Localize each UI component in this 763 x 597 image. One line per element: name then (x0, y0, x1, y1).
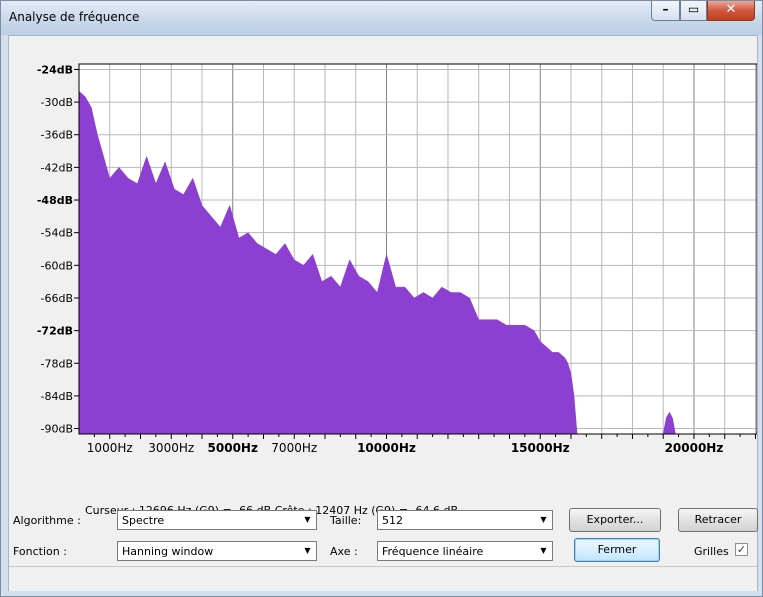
size-select[interactable]: 512 ▼ (377, 510, 553, 530)
window-title: Analyse de fréquence (9, 10, 140, 24)
chevron-down-icon: ▼ (304, 546, 311, 555)
x-tick-label: 7000Hz (271, 441, 317, 455)
grids-checkbox[interactable]: ✓ (735, 543, 748, 556)
redraw-button-label: Retracer (694, 513, 742, 526)
x-tick-label: 1000Hz (87, 441, 133, 455)
x-tick-label: 5000Hz (208, 441, 258, 455)
x-tick-label: 20000Hz (665, 441, 724, 455)
algorithm-label: Algorithme : (13, 514, 81, 527)
close-icon: ✕ (725, 2, 737, 17)
y-tick-label: -36dB (41, 129, 74, 142)
close-button[interactable]: ✕ (707, 1, 755, 21)
algorithm-select[interactable]: Spectre ▼ (117, 510, 317, 530)
axis-label: Axe : (330, 545, 358, 558)
function-select[interactable]: Hanning window ▼ (117, 541, 317, 561)
size-label: Taille: (330, 514, 362, 527)
spectrum-chart-svg[interactable]: -24dB -30dB -36dB -42dB -48dB -54dB -60dB -66dB… (9, 36, 758, 474)
y-tick-label: -78dB (41, 357, 74, 370)
close-dialog-button-label: Fermer (597, 543, 637, 556)
function-value: Hanning window (122, 545, 214, 558)
y-tick-label: -42dB (41, 161, 74, 174)
spectrum-plot[interactable]: -24dB -30dB -36dB -42dB -48dB -54dB -60dB -66dB… (9, 36, 758, 474)
dialog-body: -24dB -30dB -36dB -42dB -48dB -54dB -60dB -66dB… (8, 35, 758, 591)
x-tick-label: 15000Hz (511, 441, 570, 455)
y-tick-label: -90dB (41, 423, 74, 436)
maximize-button[interactable]: ▭ (680, 1, 707, 21)
y-tick-label: -54dB (41, 227, 74, 240)
y-tick-label: -72dB (37, 325, 73, 338)
y-tick-label: -60dB (41, 259, 74, 272)
y-tick-label: -30dB (41, 96, 74, 109)
x-tick-label: 3000Hz (148, 441, 194, 455)
chevron-down-icon: ▼ (304, 515, 311, 524)
checkmark-icon: ✓ (736, 543, 747, 556)
chevron-down-icon: ▼ (540, 515, 547, 524)
export-button[interactable]: Exporter... (569, 508, 661, 532)
minimize-icon: – (662, 2, 669, 16)
function-label: Fonction : (13, 545, 67, 558)
y-tick-label: -24dB (37, 63, 73, 76)
algorithm-value: Spectre (122, 514, 165, 527)
x-tick-label: 10000Hz (357, 441, 416, 455)
y-tick-label: -66dB (41, 292, 74, 305)
y-tick-label: -48dB (37, 194, 73, 207)
grids-label: Grilles (694, 545, 729, 558)
y-tick-label: -84dB (41, 390, 74, 403)
minimize-button[interactable]: – (651, 1, 680, 21)
title-bar[interactable]: Analyse de fréquence – ▭ ✕ (1, 1, 762, 35)
axis-value: Fréquence linéaire (382, 545, 484, 558)
spectrum-series (78, 90, 757, 435)
redraw-button[interactable]: Retracer (678, 508, 758, 532)
axis-select[interactable]: Fréquence linéaire ▼ (377, 541, 553, 561)
size-value: 512 (382, 514, 403, 527)
maximize-icon: ▭ (687, 2, 700, 16)
export-button-label: Exporter... (586, 513, 644, 526)
close-dialog-button[interactable]: Fermer (574, 538, 660, 562)
chevron-down-icon: ▼ (540, 546, 547, 555)
status-bar (9, 566, 757, 591)
